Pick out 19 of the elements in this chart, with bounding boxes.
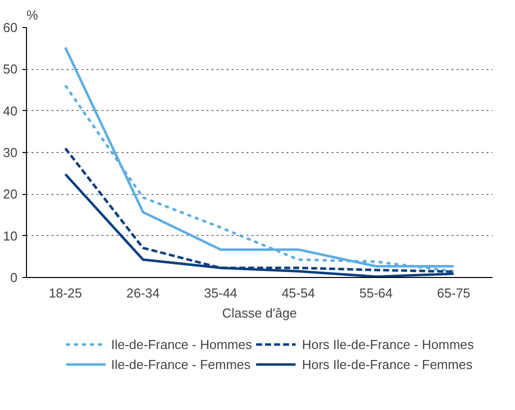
y-tick-label: 20 — [3, 186, 18, 202]
legend-label: Hors Ile-de-France - Hommes — [302, 336, 474, 352]
legend-label: Ile-de-France - Hommes — [111, 336, 252, 352]
x-tick-label: 18-25 — [48, 286, 82, 300]
y-axis-title: % — [26, 8, 38, 22]
x-tick-label: 65-75 — [437, 286, 470, 300]
y-tick-label: 60 — [3, 20, 18, 35]
legend-label: Hors Ile-de-France - Femmes — [302, 356, 472, 372]
x-tick-label: 26-34 — [126, 286, 160, 300]
legend-label: Ile-de-France - Femmes — [111, 356, 251, 372]
y-tick-label: 40 — [3, 103, 18, 118]
x-tick-label: 55-64 — [359, 286, 393, 300]
x-axis-title: Classe d'âge — [222, 306, 297, 320]
y-tick-label: 50 — [3, 62, 18, 77]
x-tick-label: 35-44 — [204, 286, 238, 300]
y-tick-label: 30 — [3, 145, 18, 160]
x-tick-label: 45-54 — [282, 286, 315, 300]
y-tick-label: 0 — [10, 270, 18, 285]
y-tick-label: 10 — [3, 228, 18, 244]
